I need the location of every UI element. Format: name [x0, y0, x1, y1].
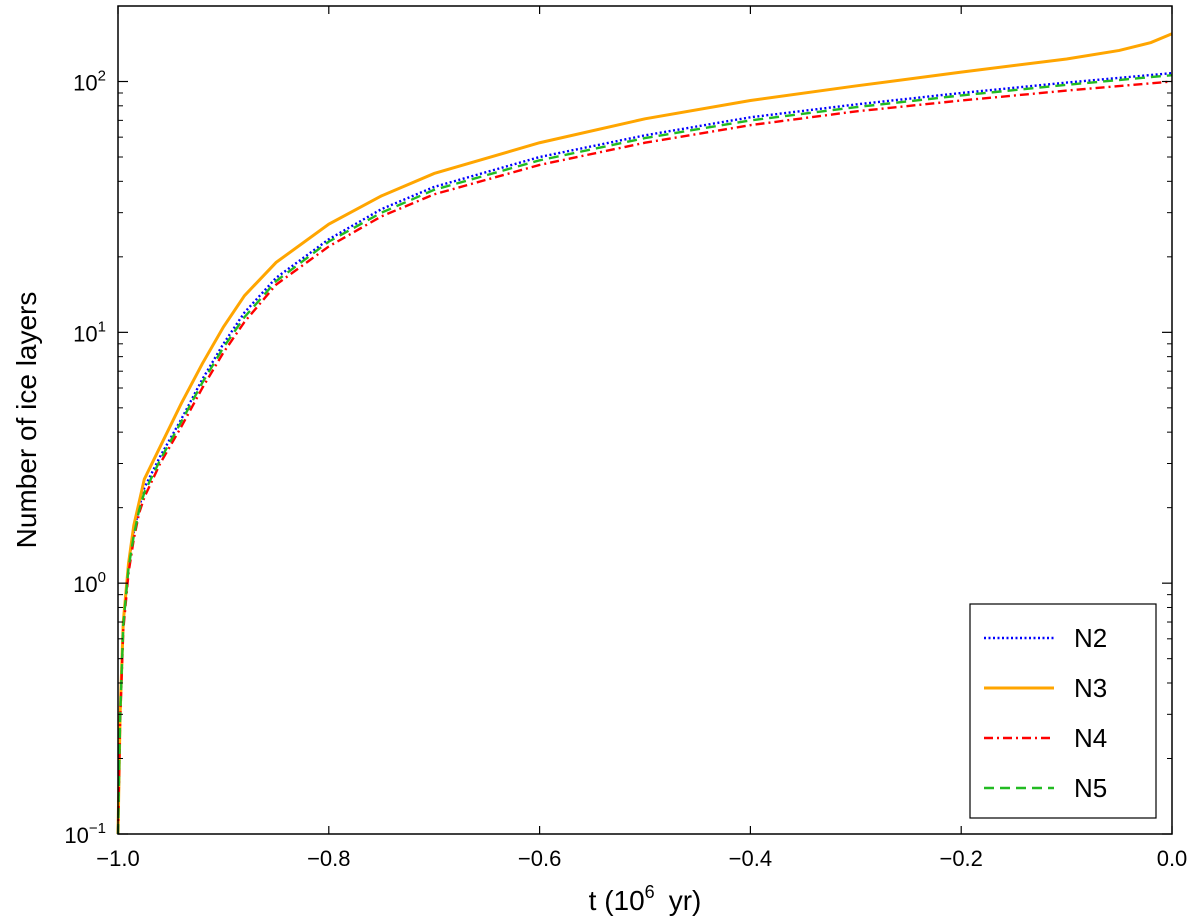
legend-label-n2: N2 [1074, 623, 1107, 653]
legend: N2 N3 N4 N5 [969, 603, 1157, 819]
y-tick-label: 102 [73, 68, 106, 96]
legend-label-n3: N3 [1074, 673, 1107, 703]
series-layer [116, 32, 1173, 835]
plot-frame [117, 5, 1173, 835]
labels-layer: −1.0 −0.8 −0.6 −0.4 −0.2 0.0 10−1 100 101 102 t (1… [11, 68, 1187, 916]
series-line-n3 [116, 32, 1173, 835]
y-axis-title: Number of ice layers [11, 292, 42, 549]
legend-box [969, 603, 1157, 819]
x-tick-label: 0.0 [1157, 846, 1188, 871]
x-tick-label: −0.6 [518, 846, 561, 871]
series-line-n5 [116, 73, 1173, 835]
legend-label-n4: N4 [1074, 723, 1107, 753]
x-tick-label: −0.2 [939, 846, 982, 871]
y-tick-label: 10−1 [64, 820, 106, 848]
x-tick-label: −0.8 [307, 846, 350, 871]
x-tick-label: −0.4 [729, 846, 772, 871]
x-axis-title: t (106 yr) [589, 882, 702, 916]
x-tick-label: −1.0 [96, 846, 139, 871]
series-line-n4 [116, 80, 1173, 835]
y-tick-label: 100 [73, 569, 106, 597]
ticks-layer [117, 6, 1173, 835]
series-line-n2 [116, 71, 1173, 835]
legend-label-n5: N5 [1074, 773, 1107, 803]
y-tick-label: 101 [73, 318, 106, 346]
